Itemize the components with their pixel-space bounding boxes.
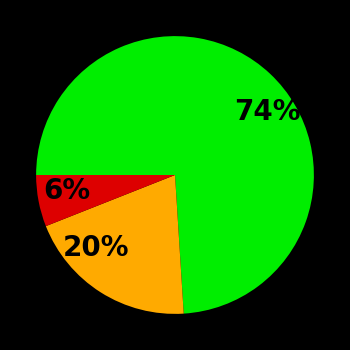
Wedge shape xyxy=(36,175,175,226)
Wedge shape xyxy=(46,175,184,314)
Text: 6%: 6% xyxy=(43,177,90,205)
Wedge shape xyxy=(36,36,314,314)
Text: 74%: 74% xyxy=(234,98,300,126)
Text: 20%: 20% xyxy=(62,234,129,262)
